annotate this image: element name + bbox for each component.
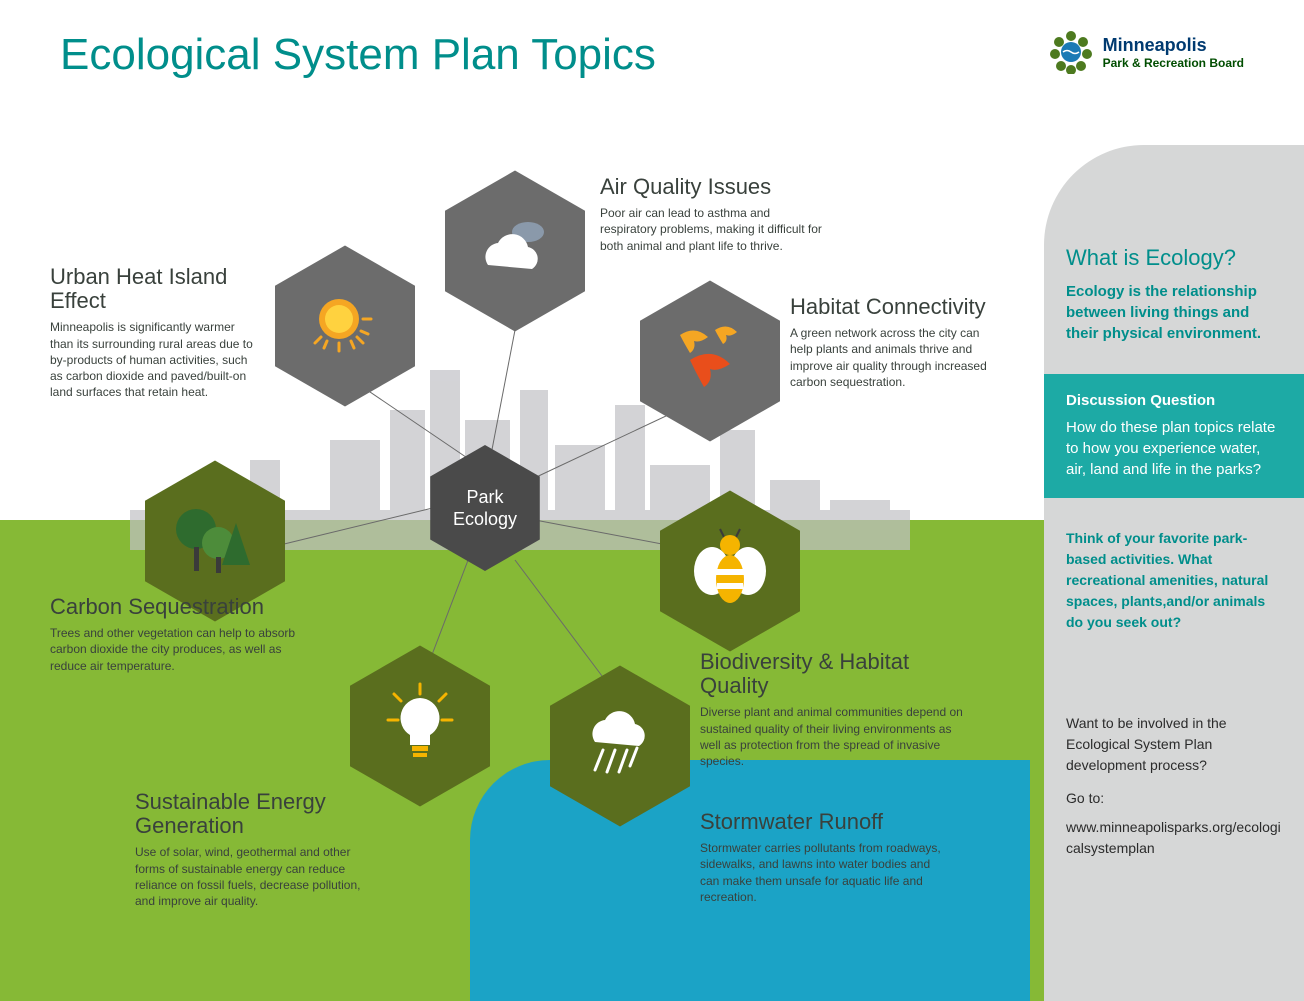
hex-biodiversity xyxy=(660,490,800,652)
logo-icon xyxy=(1049,30,1093,74)
topic-title: Habitat Connectivity xyxy=(790,295,1000,319)
topic-title: Stormwater Runoff xyxy=(700,810,945,834)
topic-sustainable-energy: Sustainable Energy Generation Use of sol… xyxy=(135,790,370,909)
topic-carbon-sequestration: Carbon Sequestration Trees and other veg… xyxy=(50,595,310,674)
discussion-heading: Discussion Question xyxy=(1066,392,1282,409)
hex-habitat-connectivity xyxy=(640,280,780,442)
discussion-question: How do these plan topics relate to how y… xyxy=(1066,417,1282,480)
topic-desc: A green network across the city can help… xyxy=(790,325,1000,390)
sidebar-think-prompt: Think of your favorite park-based activi… xyxy=(1066,528,1282,633)
sidebar-what-definition: Ecology is the relationship between livi… xyxy=(1066,281,1282,344)
topic-habitat-connectivity: Habitat Connectivity A green network acr… xyxy=(790,295,1000,390)
sidebar: What is Ecology? Ecology is the relation… xyxy=(1044,145,1304,1001)
trees-icon xyxy=(145,490,285,590)
topic-desc: Minneapolis is significantly warmer than… xyxy=(50,319,255,400)
topic-urban-heat: Urban Heat Island Effect Minneapolis is … xyxy=(50,265,255,400)
topic-desc: Diverse plant and animal communities dep… xyxy=(700,704,965,769)
center-hex: ParkEcology xyxy=(430,445,540,571)
bee-icon xyxy=(660,520,800,620)
cloud-icon xyxy=(445,200,585,300)
topic-title: Sustainable Energy Generation xyxy=(135,790,370,838)
cta-go: Go to: xyxy=(1066,788,1282,809)
hex-sustainable-energy xyxy=(350,645,490,807)
rain-cloud-icon xyxy=(550,695,690,795)
topic-desc: Poor air can lead to asthma and respirat… xyxy=(600,205,830,254)
hex-stormwater xyxy=(550,665,690,827)
logo-org-name: Minneapolis xyxy=(1103,35,1244,56)
topic-title: Carbon Sequestration xyxy=(50,595,310,619)
center-label: ParkEcology xyxy=(430,487,540,530)
sidebar-what-heading: What is Ecology? xyxy=(1066,245,1282,271)
hex-air-quality xyxy=(445,170,585,332)
org-logo: Minneapolis Park & Recreation Board xyxy=(1049,30,1244,74)
birds-icon xyxy=(640,310,780,410)
logo-org-sub: Park & Recreation Board xyxy=(1103,56,1244,70)
topic-title: Urban Heat Island Effect xyxy=(50,265,255,313)
topic-title: Air Quality Issues xyxy=(600,175,830,199)
sidebar-discussion-box: Discussion Question How do these plan to… xyxy=(1044,374,1304,498)
sun-icon xyxy=(275,275,415,375)
topic-desc: Stormwater carries pollutants from roadw… xyxy=(700,840,945,905)
topic-desc: Trees and other vegetation can help to a… xyxy=(50,625,310,674)
topic-air-quality: Air Quality Issues Poor air can lead to … xyxy=(600,175,830,254)
hex-urban-heat xyxy=(275,245,415,407)
cta-lead: Want to be involved in the Ecological Sy… xyxy=(1066,713,1282,776)
topic-biodiversity: Biodiversity & Habitat Quality Diverse p… xyxy=(700,650,965,769)
sidebar-cta: Want to be involved in the Ecological Sy… xyxy=(1066,713,1282,859)
page-title: Ecological System Plan Topics xyxy=(60,30,656,80)
cta-url: www.minneapolisparks.org/ecologicalsyste… xyxy=(1066,817,1282,859)
topic-title: Biodiversity & Habitat Quality xyxy=(700,650,965,698)
topic-stormwater: Stormwater Runoff Stormwater carries pol… xyxy=(700,810,945,905)
diagram-canvas: ParkEcology Urban Heat Island Effect Min… xyxy=(0,0,1040,1001)
lightbulb-icon xyxy=(350,675,490,775)
topic-desc: Use of solar, wind, geothermal and other… xyxy=(135,844,370,909)
